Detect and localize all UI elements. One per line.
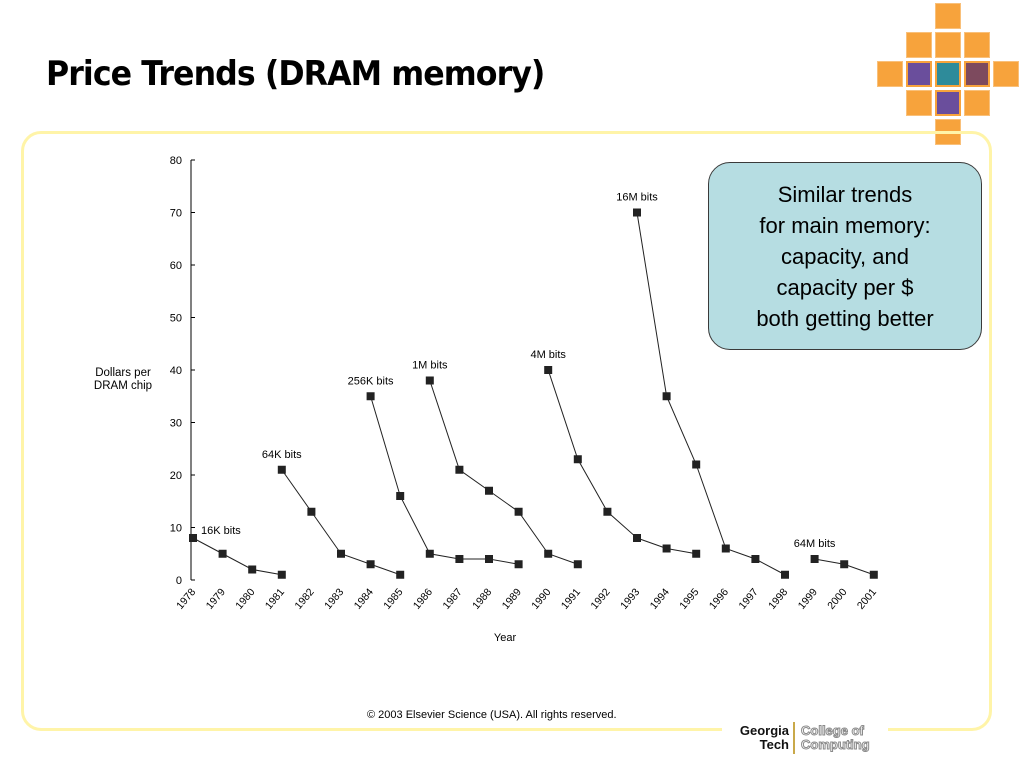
data-point	[248, 565, 257, 574]
data-point	[662, 544, 671, 553]
logo-name: Georgia Tech	[725, 724, 789, 752]
slide-title: Price Trends (DRAM memory)	[46, 54, 545, 94]
data-point	[810, 555, 819, 563]
georgia-tech-logo: Georgia Tech College of Computing	[722, 718, 888, 758]
data-point	[840, 560, 849, 569]
data-point	[425, 549, 434, 558]
x-tick-label: 1995	[677, 586, 701, 612]
data-point	[396, 570, 405, 579]
x-tick-label: 1985	[381, 586, 405, 612]
logo-unit: College of Computing	[801, 723, 871, 752]
x-tick-label: 1990	[529, 586, 553, 612]
data-point	[277, 465, 286, 474]
x-tick-label: 1981	[263, 586, 287, 612]
x-tick-label: 1980	[233, 586, 257, 612]
data-point	[425, 376, 434, 385]
x-tick-label: 1989	[500, 586, 524, 612]
y-tick-label: 60	[170, 260, 182, 272]
y-tick-label: 80	[170, 155, 182, 167]
data-point	[692, 460, 701, 469]
callout-text: Similar trends for main memory: capacity…	[756, 181, 934, 331]
y-tick-label: 40	[170, 365, 182, 377]
data-point	[277, 570, 286, 579]
data-point	[662, 392, 671, 401]
y-tick-label: 10	[170, 523, 182, 535]
copyright-notice: © 2003 Elsevier Science (USA). All right…	[367, 709, 617, 721]
data-point	[218, 549, 227, 558]
data-point	[869, 570, 878, 579]
logo-unit-line2: Computing	[801, 737, 871, 752]
y-axis-label-line2: DRAM chip	[94, 380, 152, 392]
x-tick-label: 1997	[736, 586, 760, 612]
y-axis-label: Dollars per	[95, 367, 151, 379]
logo-name-line2: Tech	[759, 737, 789, 752]
x-tick-label: 2000	[825, 586, 849, 612]
x-tick-label: 1984	[352, 586, 376, 612]
callout-box: Similar trends for main memory: capacity…	[708, 162, 982, 350]
series-line	[370, 396, 519, 565]
x-tick-label: 1993	[618, 586, 642, 612]
data-point	[514, 507, 523, 516]
data-point	[366, 392, 375, 401]
series-label: 4M bits	[530, 349, 566, 361]
data-point	[307, 507, 316, 516]
content-frame	[21, 131, 992, 731]
x-tick-label: 1979	[204, 586, 228, 612]
data-point	[633, 208, 641, 217]
data-point	[633, 534, 641, 542]
data-point	[544, 549, 553, 558]
data-point	[573, 560, 582, 569]
x-tick-label: 1987	[440, 586, 464, 612]
data-point	[751, 555, 760, 563]
series-line	[636, 212, 786, 576]
data-point	[455, 555, 464, 563]
data-point	[573, 455, 582, 464]
y-tick-label: 50	[170, 313, 182, 325]
data-point	[721, 544, 730, 553]
x-axis-label: Year	[494, 632, 517, 644]
series-label: 64K bits	[262, 449, 302, 461]
x-tick-label: 1988	[470, 586, 494, 612]
series-line	[429, 380, 578, 565]
data-point	[337, 549, 345, 558]
logo-name-line1: Georgia	[739, 723, 789, 738]
x-tick-label: 1983	[322, 586, 346, 612]
data-point	[455, 465, 464, 474]
data-point	[366, 560, 375, 569]
series-label: 64M bits	[794, 538, 836, 550]
series-label: 256K bits	[348, 375, 394, 387]
series-label: 16K bits	[201, 525, 241, 537]
x-tick-label: 1991	[559, 586, 583, 612]
data-point	[692, 549, 701, 558]
x-tick-label: 1992	[588, 586, 612, 612]
y-tick-label: 20	[170, 470, 182, 482]
x-tick-label: 1998	[766, 586, 790, 612]
x-tick-label: 1996	[707, 586, 731, 612]
logo-divider	[793, 722, 795, 754]
data-point	[396, 492, 405, 500]
data-point	[603, 507, 612, 516]
y-tick-label: 70	[170, 208, 182, 220]
data-point	[485, 486, 493, 495]
data-point	[189, 534, 197, 542]
x-tick-label: 1994	[648, 586, 672, 612]
y-tick-label: 0	[176, 575, 182, 587]
series-line	[281, 469, 401, 576]
x-tick-label: 1982	[292, 586, 316, 612]
data-point	[544, 366, 553, 374]
y-tick-label: 30	[170, 418, 182, 430]
series-label: 16M bits	[616, 192, 658, 204]
data-point	[485, 555, 493, 563]
series-line	[547, 369, 697, 555]
x-tick-label: 1978	[174, 586, 198, 612]
data-point	[781, 570, 789, 579]
data-point	[514, 560, 523, 569]
series-label: 1M bits	[412, 360, 448, 372]
x-tick-label: 2001	[855, 586, 879, 612]
x-tick-label: 1986	[411, 586, 435, 612]
logo-unit-line1: College of	[801, 723, 865, 738]
x-tick-label: 1999	[796, 586, 820, 612]
series-line	[192, 537, 282, 576]
